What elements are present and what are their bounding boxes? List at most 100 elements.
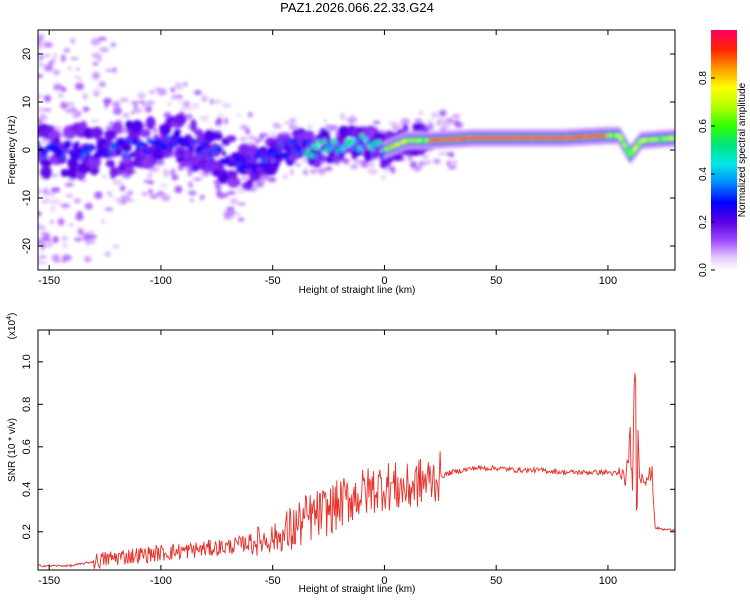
spectrum-speckle — [259, 133, 265, 140]
spectrum-speckle — [82, 178, 87, 183]
x-tick-label: 50 — [490, 575, 502, 587]
spectrum-ridge — [38, 140, 41, 146]
spectrum-speckle — [397, 122, 405, 127]
spectrum-speckle — [183, 100, 191, 108]
spectrum-speckle — [40, 248, 45, 252]
spectrum-ridge — [346, 142, 352, 148]
spectrum-ridge — [370, 145, 375, 152]
spectrum-ridge — [119, 141, 125, 148]
spectrum-ridge — [363, 136, 368, 141]
spectrum-speckle — [100, 219, 105, 225]
spectrum-speckle — [290, 168, 294, 176]
spectrum-speckle — [268, 176, 277, 183]
spectrum-speckle — [99, 46, 109, 53]
spectrum-speckle — [149, 194, 159, 199]
spectrum-speckle — [201, 94, 208, 103]
spectrum-speckle — [388, 120, 397, 127]
spectrum-speckle — [127, 190, 133, 196]
spectrum-speckle — [91, 71, 101, 80]
spectrum-speckle — [437, 112, 446, 115]
spectrum-speckle — [216, 193, 227, 199]
spectrum-speckle — [38, 114, 47, 119]
spectrum-speckle — [133, 103, 138, 110]
spectrum-speckle — [239, 124, 249, 130]
spectrum-ridge — [50, 142, 55, 148]
spectrum-speckle — [174, 185, 183, 194]
spectrum-ridge — [289, 137, 295, 144]
snr-panel: -150 -100 -50 0 50 100 0.2 0.4 0.6 0.8 1.0 Height… — [6, 313, 676, 595]
spectrum-speckle — [454, 121, 463, 129]
spectrum-speckle — [247, 135, 255, 140]
x-tick-label: -150 — [38, 575, 60, 587]
spectrum-speckle — [143, 103, 148, 112]
spectrum-speckle — [254, 138, 261, 144]
spectrum-speckle — [47, 240, 53, 248]
spectrum-speckle — [62, 254, 72, 262]
spectrum-ridge — [616, 133, 622, 138]
spectrum-speckle — [40, 232, 50, 236]
spectrum-speckle — [89, 119, 100, 123]
colorbar-tick-label: 0.6 — [698, 119, 709, 133]
colorbar-tick-label: 0.2 — [698, 215, 709, 229]
spectrum-ridge — [126, 138, 132, 145]
spectrum-speckle — [65, 101, 75, 108]
spectrum-speckle — [183, 81, 188, 87]
spectrum-ridge — [198, 145, 203, 152]
spectrum-speckle — [427, 122, 434, 131]
spectrum-ridge — [377, 139, 382, 145]
spectrum-speckle — [161, 175, 171, 178]
spectrum-speckle — [90, 38, 101, 46]
spectrum-ridge — [246, 156, 252, 162]
spectrum-speckle — [146, 100, 155, 105]
spectrum-speckle — [62, 242, 68, 249]
spectrum-speckle — [148, 90, 156, 94]
spectrum-speckle — [190, 198, 194, 203]
snr-series — [38, 373, 675, 570]
spectrum-ridge — [221, 150, 227, 156]
spectrum-ridge — [320, 145, 325, 152]
spectrum-ridge — [300, 138, 305, 143]
spectrum-speckle — [187, 180, 194, 189]
snr-line — [38, 373, 675, 570]
spectrum-speckle — [124, 198, 135, 202]
spectrum-speckle — [170, 87, 175, 93]
spectrum-speckle — [303, 169, 308, 176]
y-tick-label: 20 — [21, 48, 33, 60]
spectrum-speckle — [104, 251, 111, 257]
spectrum-ridge — [259, 162, 264, 169]
spectrum-speckle — [51, 198, 62, 205]
svg-text:(x104): (x104) — [6, 313, 18, 340]
spectrum-speckle — [215, 182, 222, 191]
spectrum-band — [104, 129, 117, 141]
spectrum-speckle — [76, 210, 83, 217]
spectrum-speckle — [240, 136, 247, 142]
spectrum-speckle — [65, 194, 74, 198]
colorbar-ticks: 0.0 0.2 0.4 0.6 0.8 — [698, 71, 715, 277]
spectrum-speckle — [112, 107, 123, 116]
spectrum-speckle — [64, 182, 75, 187]
spectrum-ridge — [123, 152, 128, 158]
spectrum-ridge — [171, 141, 177, 148]
spectrum-speckle — [38, 222, 42, 227]
spectrum-speckle — [185, 113, 193, 120]
x-tick-label: 100 — [599, 275, 617, 287]
spectrum-speckle — [318, 167, 325, 176]
spectrum-band — [190, 119, 197, 132]
spectrum-speckle — [199, 115, 210, 122]
spectrum-speckle — [288, 124, 296, 130]
spectrum-speckle — [236, 213, 241, 216]
spectrum-ridge — [200, 150, 205, 157]
spectrum-speckle — [104, 126, 115, 130]
spectrum-band — [67, 157, 79, 169]
spectrum-speckle — [43, 41, 53, 48]
spectrum-band — [312, 160, 322, 168]
spectrum-ridge — [318, 151, 323, 157]
spectrum-speckle — [76, 77, 83, 83]
spectrum-ridge — [144, 148, 150, 155]
spectrum-speckle — [340, 112, 346, 121]
spectrum-ridge — [278, 140, 284, 147]
spectrum-ridge — [107, 151, 112, 157]
spectrum-ridge — [101, 139, 107, 145]
spectrum-speckle — [91, 88, 102, 94]
